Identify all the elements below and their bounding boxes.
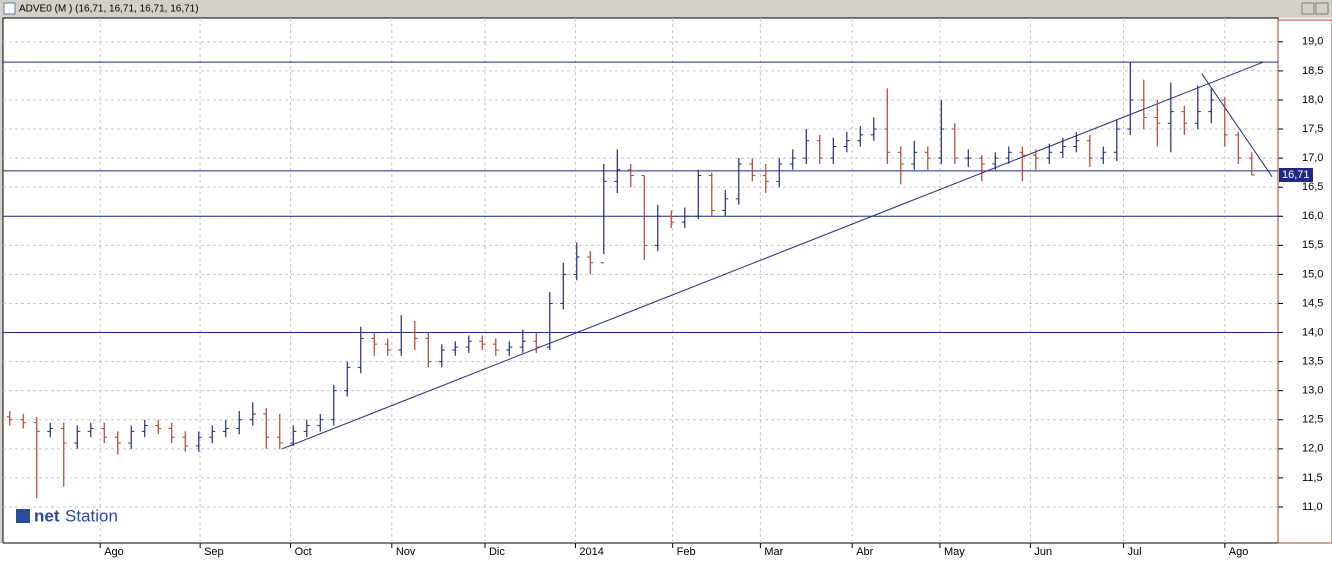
close-button[interactable]	[1315, 2, 1329, 15]
x-tick-label: Dic	[489, 546, 505, 558]
plot-area	[2, 17, 1279, 544]
logo-prefix: net	[34, 506, 60, 525]
y-tick-label: 12,5	[1302, 414, 1323, 426]
logo: net Station	[16, 506, 118, 525]
trend-line	[281, 61, 1264, 450]
x-tick-label: Ago	[1229, 546, 1249, 558]
y-tick-label: 15,5	[1302, 239, 1323, 251]
y-tick-label: 16,5	[1302, 181, 1323, 193]
y-tick-label: 18,5	[1302, 65, 1323, 77]
x-tick-label: Abr	[856, 546, 873, 558]
y-tick-label: 14,0	[1302, 326, 1323, 338]
title-bar	[0, 0, 1332, 18]
window-title: ADVE0 (M ) (16,71, 16,71, 16,71, 16,71)	[19, 4, 199, 15]
window-icon	[3, 2, 16, 15]
y-tick-label: 13,5	[1302, 356, 1323, 368]
x-tick-label: Sep	[204, 546, 224, 558]
y-tick-label: 19,0	[1302, 36, 1323, 48]
x-tick-label: Feb	[677, 546, 696, 558]
y-tick-label: 17,5	[1302, 123, 1323, 135]
y-tick-label: 17,0	[1302, 152, 1323, 164]
y-axis-area	[1278, 18, 1332, 543]
x-tick-label: Ago	[104, 546, 124, 558]
restore-button[interactable]	[1301, 2, 1315, 15]
y-tick-label: 11,0	[1302, 501, 1323, 513]
y-tick-label: 12,0	[1302, 443, 1323, 455]
x-tick-label: May	[944, 546, 965, 558]
y-tick-label: 18,0	[1302, 94, 1323, 106]
trend-line	[1201, 73, 1273, 178]
y-axis-frame	[1277, 19, 1332, 544]
x-tick-label: Jun	[1034, 546, 1052, 558]
x-tick-label: Jul	[1128, 546, 1142, 558]
y-tick-label: 14,5	[1302, 297, 1323, 309]
x-tick-label: Oct	[295, 546, 312, 558]
logo-suffix: Station	[65, 506, 118, 525]
last-price-label: 16,71	[1282, 169, 1310, 181]
x-tick-label: Nov	[396, 546, 416, 558]
y-tick-label: 13,0	[1302, 385, 1323, 397]
y-tick-label: 16,0	[1302, 210, 1323, 222]
x-axis-area	[0, 543, 1332, 561]
y-tick-label: 11,5	[1302, 472, 1323, 484]
logo-icon	[16, 509, 30, 523]
last-price-box	[1279, 167, 1313, 182]
x-tick-label: Mar	[764, 546, 783, 558]
x-tick-label: 2014	[579, 546, 603, 558]
y-tick-label: 15,0	[1302, 268, 1323, 280]
